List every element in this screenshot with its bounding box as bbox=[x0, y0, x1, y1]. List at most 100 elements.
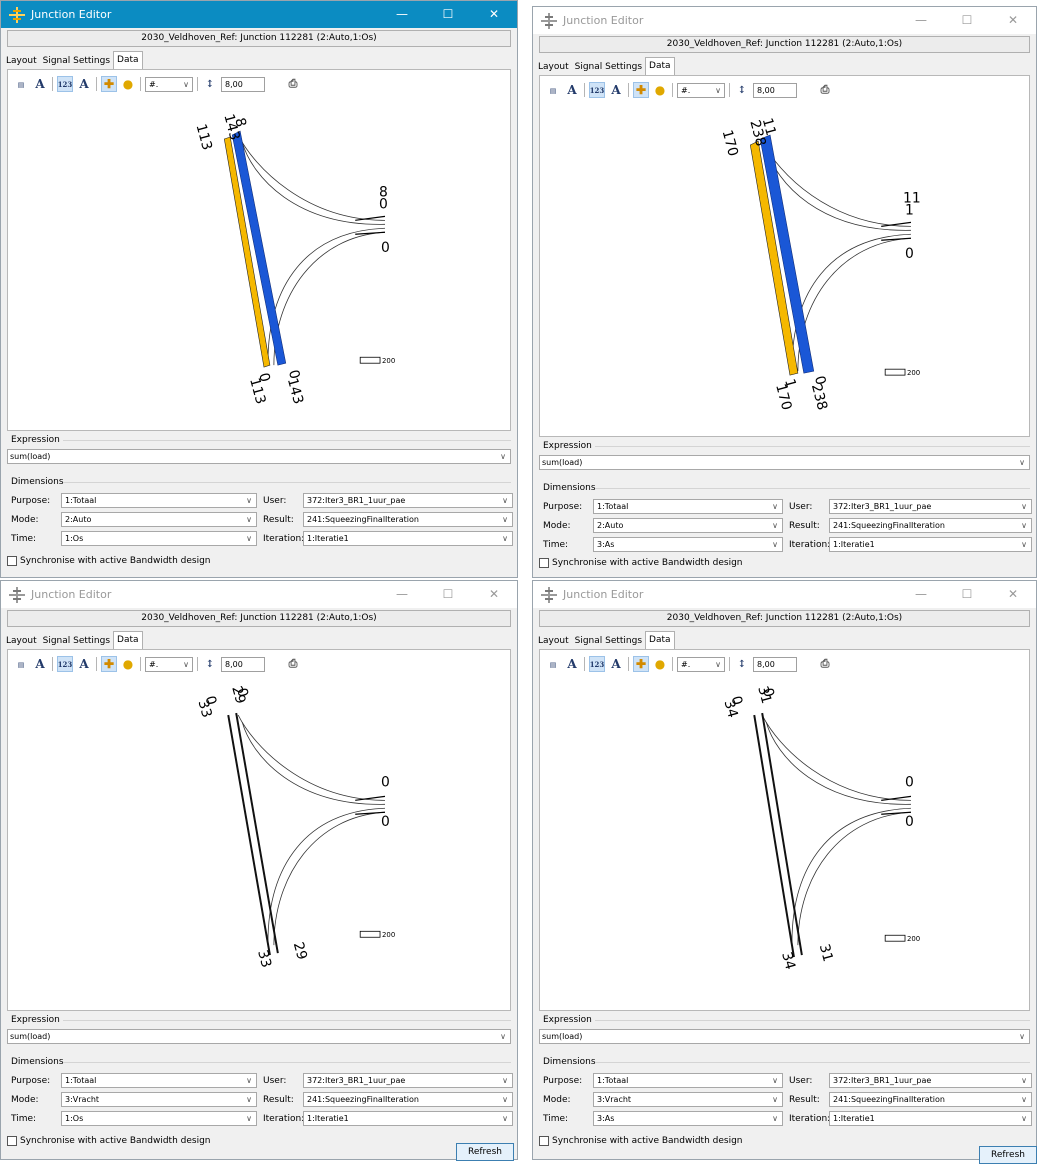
format-select[interactable]: #. bbox=[677, 82, 725, 98]
result-select[interactable]: 241:SqueezingFinalIteration bbox=[303, 1092, 513, 1107]
font-icon[interactable]: A bbox=[567, 657, 577, 671]
close-icon[interactable]: ✕ bbox=[1007, 587, 1019, 601]
tab-layout[interactable]: Layout bbox=[538, 636, 569, 646]
color-icon[interactable]: ● bbox=[122, 77, 134, 91]
maximize-icon[interactable]: ☐ bbox=[442, 587, 454, 601]
value-labels-icon[interactable]: ▤ bbox=[17, 79, 25, 89]
minimize-icon[interactable]: — bbox=[915, 13, 927, 27]
expression-select[interactable]: sum(load) bbox=[539, 1029, 1030, 1044]
scale-icon[interactable]: ↕ bbox=[737, 658, 747, 670]
user-select[interactable]: 372:Iter3_BR1_1uur_pae bbox=[829, 499, 1032, 514]
close-icon[interactable]: ✕ bbox=[488, 587, 500, 601]
font-icon-2[interactable]: A bbox=[611, 83, 621, 97]
number-format-icon[interactable]: 123 bbox=[589, 656, 605, 672]
time-select[interactable]: 1:Os bbox=[61, 1111, 257, 1126]
font-icon-2[interactable]: A bbox=[79, 657, 89, 671]
tab-data[interactable]: Data bbox=[645, 57, 675, 75]
user-select[interactable]: 372:Iter3_BR1_1uur_pae bbox=[829, 1073, 1032, 1088]
minimize-icon[interactable]: — bbox=[396, 587, 408, 601]
format-select[interactable]: #. bbox=[677, 656, 725, 672]
sync-checkbox[interactable] bbox=[7, 556, 17, 566]
mode-select[interactable]: 2:Auto bbox=[593, 518, 783, 533]
junction-view-icon[interactable]: ✚ bbox=[101, 76, 117, 92]
minimize-icon[interactable]: — bbox=[915, 587, 927, 601]
value-labels-icon[interactable]: ▤ bbox=[549, 85, 557, 95]
expression-select[interactable]: sum(load) bbox=[539, 455, 1030, 470]
number-format-icon[interactable]: 123 bbox=[57, 76, 73, 92]
sync-checkbox[interactable] bbox=[539, 1136, 549, 1146]
tab-layout[interactable]: Layout bbox=[538, 62, 569, 72]
tab-signal-settings[interactable]: Signal Settings bbox=[42, 56, 111, 66]
sync-checkbox[interactable] bbox=[7, 1136, 17, 1146]
purpose-select[interactable]: 1:Totaal bbox=[61, 1073, 257, 1088]
purpose-select[interactable]: 1:Totaal bbox=[593, 1073, 783, 1088]
size-spinner[interactable]: 8,00 bbox=[753, 82, 797, 98]
font-icon-2[interactable]: A bbox=[611, 657, 621, 671]
font-icon[interactable]: A bbox=[35, 77, 45, 91]
time-select[interactable]: 1:Os bbox=[61, 531, 257, 546]
print-icon[interactable]: ⎙ bbox=[288, 657, 298, 670]
iteration-select[interactable]: 1:Iteratie1 bbox=[829, 1111, 1032, 1126]
font-icon[interactable]: A bbox=[35, 657, 45, 671]
scale-icon[interactable]: ↕ bbox=[205, 658, 215, 670]
size-spinner[interactable]: 8,00 bbox=[221, 76, 265, 92]
purpose-select[interactable]: 1:Totaal bbox=[593, 499, 783, 514]
title-bar[interactable]: Junction Editor — ☐ ✕ bbox=[1, 581, 517, 608]
color-icon[interactable]: ● bbox=[122, 657, 134, 671]
font-icon[interactable]: A bbox=[567, 83, 577, 97]
font-icon-2[interactable]: A bbox=[79, 77, 89, 91]
result-select[interactable]: 241:SqueezingFinalIteration bbox=[829, 518, 1032, 533]
tab-data[interactable]: Data bbox=[113, 631, 143, 649]
tab-data[interactable]: Data bbox=[645, 631, 675, 649]
maximize-icon[interactable]: ☐ bbox=[961, 13, 973, 27]
number-format-icon[interactable]: 123 bbox=[57, 656, 73, 672]
time-select[interactable]: 3:As bbox=[593, 1111, 783, 1126]
expression-select[interactable]: sum(load) bbox=[7, 1029, 511, 1044]
refresh-button[interactable]: Refresh bbox=[456, 1143, 514, 1161]
scale-icon[interactable]: ↕ bbox=[737, 84, 747, 96]
maximize-icon[interactable]: ☐ bbox=[961, 587, 973, 601]
expression-select[interactable]: sum(load) bbox=[7, 449, 511, 464]
maximize-icon[interactable]: ☐ bbox=[442, 7, 454, 21]
print-icon[interactable]: ⎙ bbox=[820, 83, 830, 96]
format-select[interactable]: #. bbox=[145, 76, 193, 92]
tab-data[interactable]: Data bbox=[113, 51, 143, 69]
purpose-select[interactable]: 1:Totaal bbox=[61, 493, 257, 508]
size-spinner[interactable]: 8,00 bbox=[221, 656, 265, 672]
result-select[interactable]: 241:SqueezingFinalIteration bbox=[303, 512, 513, 527]
sync-checkbox[interactable] bbox=[539, 558, 549, 568]
mode-select[interactable]: 3:Vracht bbox=[593, 1092, 783, 1107]
junction-view-icon[interactable]: ✚ bbox=[101, 656, 117, 672]
refresh-button[interactable]: Refresh bbox=[979, 1146, 1037, 1164]
tab-layout[interactable]: Layout bbox=[6, 56, 37, 66]
iteration-select[interactable]: 1:Iteratie1 bbox=[829, 537, 1032, 552]
junction-view-icon[interactable]: ✚ bbox=[633, 656, 649, 672]
iteration-select[interactable]: 1:Iteratie1 bbox=[303, 1111, 513, 1126]
scale-icon[interactable]: ↕ bbox=[205, 78, 215, 90]
size-spinner[interactable]: 8,00 bbox=[753, 656, 797, 672]
format-select[interactable]: #. bbox=[145, 656, 193, 672]
time-select[interactable]: 3:As bbox=[593, 537, 783, 552]
number-format-icon[interactable]: 123 bbox=[589, 82, 605, 98]
iteration-select[interactable]: 1:Iteratie1 bbox=[303, 531, 513, 546]
tab-signal-settings[interactable]: Signal Settings bbox=[42, 636, 111, 646]
tab-signal-settings[interactable]: Signal Settings bbox=[574, 62, 643, 72]
value-labels-icon[interactable]: ▤ bbox=[17, 659, 25, 669]
user-select[interactable]: 372:Iter3_BR1_1uur_pae bbox=[303, 1073, 513, 1088]
title-bar[interactable]: Junction Editor — ☐ ✕ bbox=[1, 1, 517, 28]
close-icon[interactable]: ✕ bbox=[1007, 13, 1019, 27]
mode-select[interactable]: 2:Auto bbox=[61, 512, 257, 527]
title-bar[interactable]: Junction Editor — ☐ ✕ bbox=[533, 581, 1036, 608]
user-select[interactable]: 372:Iter3_BR1_1uur_pae bbox=[303, 493, 513, 508]
print-icon[interactable]: ⎙ bbox=[288, 77, 298, 90]
print-icon[interactable]: ⎙ bbox=[820, 657, 830, 670]
junction-view-icon[interactable]: ✚ bbox=[633, 82, 649, 98]
result-select[interactable]: 241:SqueezingFinalIteration bbox=[829, 1092, 1032, 1107]
color-icon[interactable]: ● bbox=[654, 83, 666, 97]
tab-signal-settings[interactable]: Signal Settings bbox=[574, 636, 643, 646]
color-icon[interactable]: ● bbox=[654, 657, 666, 671]
value-labels-icon[interactable]: ▤ bbox=[549, 659, 557, 669]
title-bar[interactable]: Junction Editor — ☐ ✕ bbox=[533, 7, 1036, 34]
mode-select[interactable]: 3:Vracht bbox=[61, 1092, 257, 1107]
tab-layout[interactable]: Layout bbox=[6, 636, 37, 646]
